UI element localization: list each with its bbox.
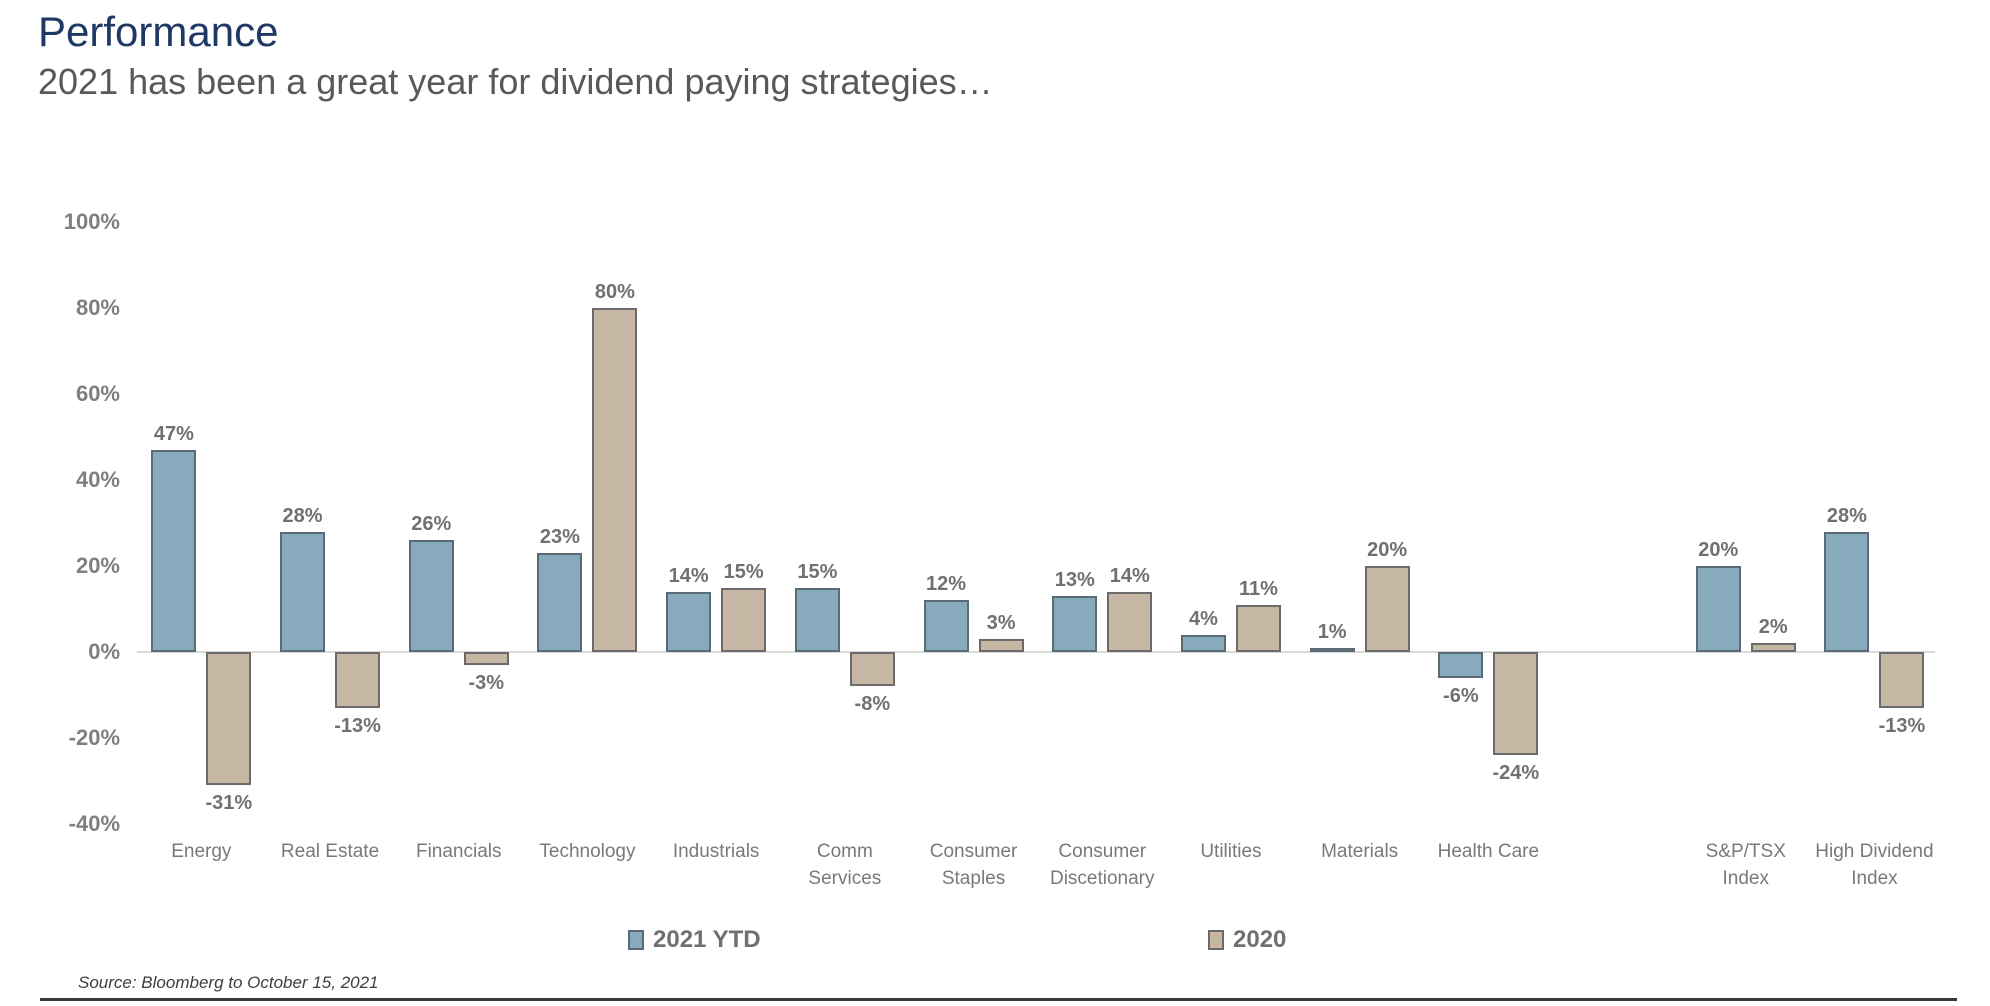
- bar-2021-ytd-industrials: [666, 591, 712, 652]
- category-label-utilities: Utilities: [1200, 841, 1262, 862]
- category-label-consumer-staples: Consumer Staples: [929, 841, 1018, 889]
- category-label-industrials: Industrials: [672, 841, 760, 862]
- y-axis-tick-60: 60%: [75, 381, 120, 406]
- legend-swatch-2021-ytd: [628, 930, 644, 950]
- category-label-consumer-discetionary: Consumer Discetionary: [1049, 841, 1155, 889]
- bar-2021-ytd-real-estate: [280, 531, 326, 652]
- y-axis-tick-20: -20%: [68, 725, 120, 750]
- value-label-2020-consumer-staples: 3%: [986, 612, 1016, 635]
- bar-2021-ytd-consumer-staples: [923, 600, 969, 652]
- value-label-2021-ytd-consumer-staples: 12%: [926, 573, 967, 596]
- bar-2020-real-estate: [335, 652, 381, 708]
- value-label-2020-industrials: 15%: [723, 560, 764, 583]
- bar-2020-health-care: [1493, 652, 1539, 756]
- page-title: Performance: [38, 8, 279, 55]
- y-axis-tick-100: 100%: [63, 209, 120, 234]
- value-label-2020-technology: 80%: [594, 281, 635, 303]
- value-label-2020-consumer-discetionary: 14%: [1109, 564, 1150, 587]
- bar-2021-ytd-s-p-tsx-index: [1695, 566, 1741, 652]
- y-axis-tick-40: -40%: [68, 811, 120, 836]
- category-label-energy: Energy: [171, 841, 232, 862]
- category-label-comm-services: Comm Services: [808, 841, 882, 889]
- value-label-2021-ytd-utilities: 4%: [1188, 607, 1218, 630]
- bar-2020-consumer-staples: [978, 639, 1024, 652]
- bar-2021-ytd-high-dividend-index: [1824, 531, 1870, 652]
- bar-2021-ytd-energy: [151, 449, 197, 652]
- value-label-2020-utilities: 11%: [1238, 577, 1278, 600]
- value-label-2021-ytd-materials: 1%: [1317, 620, 1347, 643]
- value-label-2021-ytd-industrials: 14%: [668, 564, 709, 587]
- bar-2021-ytd-comm-services: [794, 587, 840, 652]
- x-axis-baseline: [137, 651, 1935, 653]
- bar-2020-high-dividend-index: [1879, 652, 1925, 708]
- category-label-s-p-tsx-index: S&P/TSX Index: [1705, 841, 1786, 889]
- value-label-2021-ytd-comm-services: 15%: [797, 560, 838, 583]
- value-label-2021-ytd-financials: 26%: [411, 513, 452, 536]
- legend-swatch-2020: [1208, 930, 1224, 950]
- category-label-real-estate: Real Estate: [280, 841, 380, 862]
- legend-label-2021-ytd: 2021 YTD: [653, 926, 761, 953]
- bar-2020-materials: [1364, 566, 1410, 652]
- bar-2020-utilities: [1235, 604, 1281, 652]
- value-label-2021-ytd-real-estate: 28%: [282, 504, 323, 527]
- bar-2020-energy: [206, 652, 252, 786]
- value-label-2020-materials: 20%: [1367, 539, 1408, 561]
- value-label-2020-s-p-tsx-index: 2%: [1758, 616, 1788, 639]
- value-label-2020-energy: -31%: [205, 792, 253, 815]
- value-label-2021-ytd-consumer-discetionary: 13%: [1054, 569, 1095, 592]
- y-axis-tick-40: 40%: [75, 467, 120, 492]
- footer-rule: [40, 998, 1957, 1001]
- bar-2020-industrials: [721, 587, 767, 652]
- legend-item-2021-ytd: 2021 YTD: [628, 926, 761, 954]
- y-axis-tick-80: 80%: [75, 295, 120, 320]
- value-label-2020-health-care: -24%: [1492, 762, 1540, 785]
- legend-item-2020: 2020: [1208, 926, 1286, 954]
- value-label-2021-ytd-high-dividend-index: 28%: [1826, 504, 1867, 527]
- value-label-2020-high-dividend-index: -13%: [1878, 714, 1926, 737]
- category-label-technology: Technology: [539, 841, 636, 862]
- legend-label-2020: 2020: [1233, 926, 1287, 953]
- bar-2020-comm-services: [849, 652, 895, 687]
- category-label-high-dividend-index: High Dividend Index: [1815, 841, 1934, 889]
- value-label-2021-ytd-s-p-tsx-index: 20%: [1698, 539, 1739, 561]
- value-label-2021-ytd-energy: 47%: [153, 422, 194, 445]
- source-note: Source: Bloomberg to October 15, 2021: [78, 973, 379, 992]
- category-label-health-care: Health Care: [1437, 841, 1540, 862]
- bar-2020-consumer-discetionary: [1107, 591, 1153, 652]
- page-subtitle: 2021 has been a great year for dividend …: [38, 61, 993, 102]
- value-label-2021-ytd-health-care: -6%: [1443, 684, 1479, 707]
- bar-2021-ytd-utilities: [1180, 634, 1226, 652]
- category-label-materials: Materials: [1321, 841, 1399, 862]
- value-label-2020-comm-services: -8%: [854, 693, 891, 716]
- category-label-financials: Financials: [415, 841, 502, 862]
- value-label-2020-financials: -3%: [468, 671, 505, 694]
- y-axis-tick-0: 0%: [88, 639, 120, 664]
- value-label-2020-real-estate: -13%: [334, 714, 381, 737]
- bar-2021-ytd-health-care: [1438, 652, 1484, 678]
- bar-2021-ytd-financials: [408, 540, 454, 652]
- bar-2021-ytd-technology: [537, 553, 583, 652]
- y-axis-tick-20: 20%: [75, 553, 120, 578]
- bar-2020-technology: [592, 308, 638, 652]
- bar-2020-s-p-tsx-index: [1750, 643, 1796, 652]
- bar-2021-ytd-consumer-discetionary: [1052, 596, 1098, 652]
- value-label-2021-ytd-technology: 23%: [539, 526, 580, 549]
- bar-2020-financials: [463, 652, 509, 665]
- bar-2021-ytd-materials: [1309, 647, 1355, 652]
